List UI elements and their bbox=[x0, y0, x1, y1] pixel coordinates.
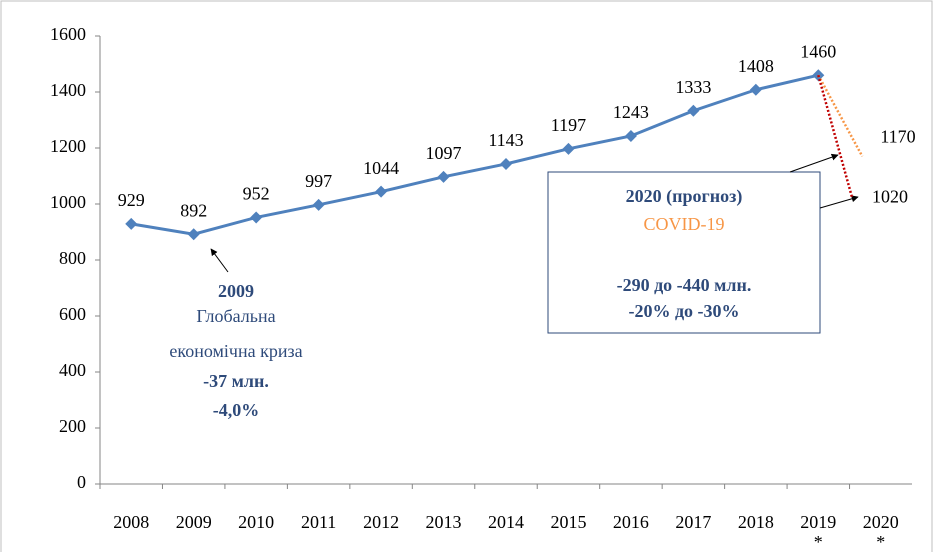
data-label: 892 bbox=[180, 200, 207, 220]
arrow bbox=[819, 195, 859, 209]
y-tick-label: 1400 bbox=[50, 80, 86, 100]
forecast-line bbox=[817, 74, 854, 199]
annotation: 2020 (прогноз) bbox=[626, 186, 743, 207]
data-label: 952 bbox=[243, 184, 270, 204]
y-tick-label: 200 bbox=[59, 416, 86, 436]
arrow bbox=[210, 248, 229, 273]
forecast-line bbox=[817, 74, 864, 157]
x-tick-label: 2011 bbox=[300, 512, 337, 532]
marker bbox=[125, 217, 138, 230]
x-tick-label: 2016 bbox=[612, 512, 649, 532]
annotation: COVID-19 bbox=[644, 214, 725, 234]
series-line bbox=[130, 73, 819, 236]
x-tick-label: 2012 bbox=[363, 512, 400, 532]
annotation: економічна криза bbox=[169, 341, 302, 361]
x-tick-label: 2019 * bbox=[800, 512, 837, 552]
x-tick-label: 2018 bbox=[737, 512, 774, 532]
data-label: 997 bbox=[305, 171, 332, 191]
y-tick-label: 400 bbox=[59, 360, 86, 380]
marker bbox=[375, 185, 388, 198]
y-tick-label: 600 bbox=[59, 304, 86, 324]
annotation: -4,0% bbox=[213, 400, 260, 420]
annotation: -290 до -440 млн. bbox=[617, 275, 752, 295]
x-tick-label: 2017 bbox=[675, 512, 712, 532]
forecast-label: 1170 bbox=[880, 127, 915, 147]
y-tick-label: 1000 bbox=[50, 192, 86, 212]
data-label: 1243 bbox=[613, 102, 649, 122]
data-label: 1044 bbox=[363, 158, 399, 178]
y-tick-label: 0 bbox=[77, 472, 86, 492]
data-label: 1143 bbox=[488, 130, 523, 150]
annotation: -20% до -30% bbox=[628, 301, 739, 321]
data-label: 1460 bbox=[800, 41, 836, 61]
y-tick-label: 800 bbox=[59, 248, 86, 268]
x-tick-label: 2009 bbox=[175, 512, 212, 532]
data-label: 929 bbox=[118, 190, 145, 210]
marker bbox=[250, 211, 263, 224]
x-tick-label: 2010 bbox=[238, 512, 275, 532]
arrow bbox=[789, 153, 839, 173]
marker bbox=[187, 228, 200, 241]
y-tick-label: 1200 bbox=[50, 136, 86, 156]
covid-box bbox=[547, 171, 821, 334]
forecast-label: 1020 bbox=[872, 187, 908, 207]
marker bbox=[437, 170, 450, 183]
annotation: Глобальна bbox=[196, 306, 275, 326]
marker bbox=[562, 142, 575, 155]
annotation: 2009 bbox=[218, 281, 254, 301]
marker bbox=[624, 129, 637, 142]
marker bbox=[312, 198, 325, 211]
x-tick-label: 2008 bbox=[113, 512, 150, 532]
marker bbox=[749, 83, 762, 96]
data-label: 1097 bbox=[426, 143, 462, 163]
marker bbox=[687, 104, 700, 117]
x-tick-label: 2013 bbox=[425, 512, 462, 532]
x-tick-label: 2015 bbox=[550, 512, 587, 532]
annotation: -37 млн. bbox=[203, 371, 269, 391]
data-label: 1408 bbox=[738, 56, 774, 76]
x-tick-label: 2014 bbox=[488, 512, 524, 532]
x-tick-label: 2020 * bbox=[862, 512, 899, 552]
marker bbox=[500, 157, 512, 170]
data-label: 1333 bbox=[675, 77, 711, 97]
y-tick-label: 1600 bbox=[50, 24, 86, 44]
data-label: 1197 bbox=[551, 115, 586, 135]
